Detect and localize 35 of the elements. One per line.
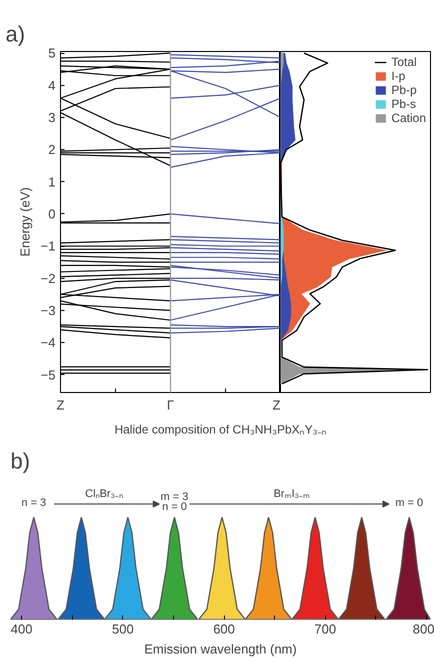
y-axis-title: Energy (eV) xyxy=(18,187,33,257)
legend-label: Total xyxy=(391,55,417,69)
y-tick-label: −3 xyxy=(40,302,56,318)
y-tick-label: 0 xyxy=(48,206,56,222)
x-tick-label: Z xyxy=(56,398,65,412)
text: n = 0 xyxy=(162,501,187,514)
x-tick-label: 600 xyxy=(213,622,235,636)
x-tick-label: 400 xyxy=(10,622,32,636)
x-tick-label: 500 xyxy=(112,622,134,636)
text: a) xyxy=(6,22,26,46)
x-tick-label: 700 xyxy=(314,622,336,636)
x-tick-label: 800 xyxy=(412,622,434,636)
text: m = 0 xyxy=(395,497,424,510)
x-tick-label: Z xyxy=(272,398,281,412)
y-tick-label: −2 xyxy=(40,270,56,286)
legend-label: Cation xyxy=(391,111,426,125)
legend-label: Pb-s xyxy=(391,97,416,111)
y-tick-label: −5 xyxy=(40,367,56,382)
text: n = 3 xyxy=(21,497,46,510)
y-tick-label: −1 xyxy=(40,238,56,254)
text: BrₘI₃₋ₘ xyxy=(274,488,310,500)
y-tick-label: −4 xyxy=(40,335,56,350)
text: ClₙBr₃₋ₙ xyxy=(85,488,124,500)
legend-label: I-p xyxy=(391,69,406,83)
y-tick-label: 5 xyxy=(48,46,56,61)
y-tick-label: 3 xyxy=(48,110,56,125)
text: b) xyxy=(10,448,30,474)
y-tick-label: 1 xyxy=(48,174,56,190)
y-tick-label: 4 xyxy=(48,78,56,93)
y-tick-label: 2 xyxy=(48,142,56,158)
x-tick-label: Γ xyxy=(166,398,174,412)
x-axis-title: Emission wavelength (nm) xyxy=(144,642,297,656)
legend-label: Pb-p xyxy=(391,83,417,97)
chart-title: Halide composition of CH₃NH₃PbXₙY₃₋ₙ xyxy=(114,422,327,436)
text: m = 3 xyxy=(160,491,188,504)
